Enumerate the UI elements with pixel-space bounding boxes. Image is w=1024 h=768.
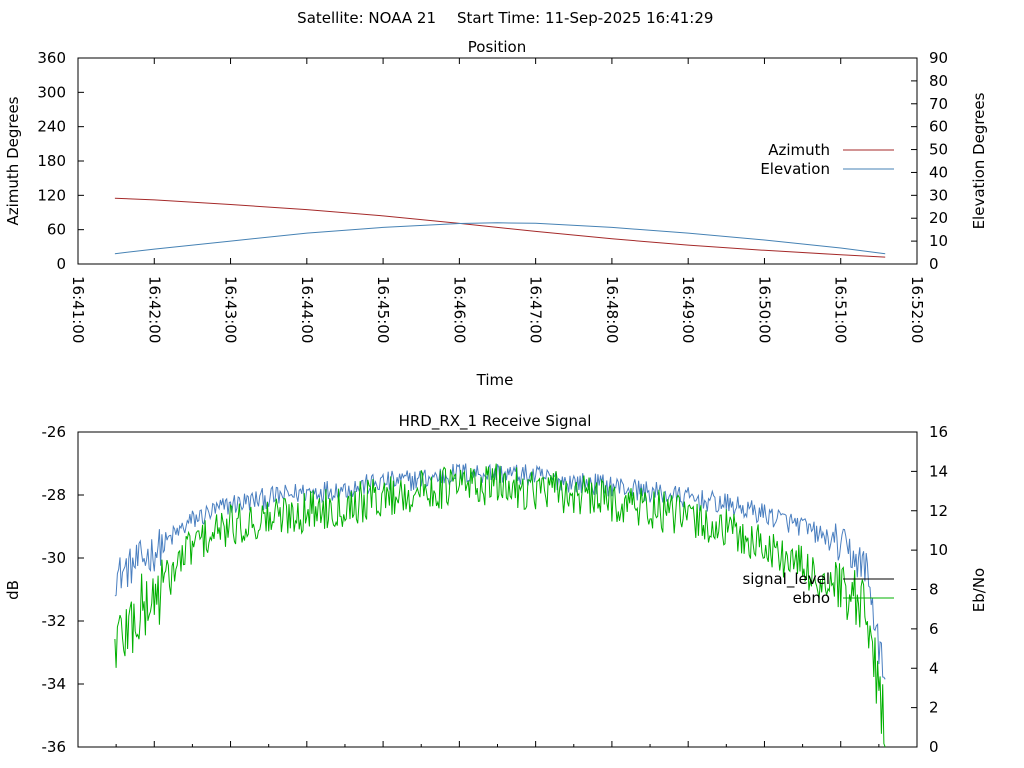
signal-chart: HRD_RX_1 Receive Signal dB Eb/No -26 -28 -… — [4, 412, 988, 756]
signal-y2-tick-label: 2 — [929, 699, 939, 717]
position-x-tick-label: 16:44:00 — [298, 276, 316, 343]
position-y2-tick-label: 70 — [929, 95, 948, 113]
signal-y2-tick-label: 10 — [929, 541, 948, 559]
position-x-tick-label: 16:46:00 — [450, 276, 468, 343]
signal-ylabel: dB — [4, 580, 22, 600]
position-y2-tick-label: 0 — [929, 255, 939, 273]
position-y2-tick-label: 90 — [929, 49, 948, 67]
signal-plot-frame — [77, 431, 918, 748]
position-x-tick-label: 16:48:00 — [603, 276, 621, 343]
position-legend-label: Azimuth — [768, 141, 830, 159]
signal-y2-tick-label: 12 — [929, 502, 948, 520]
position-y-tick-label: 360 — [37, 49, 66, 67]
position-y-tick-label: 240 — [37, 118, 66, 136]
position-series-elevation — [114, 222, 886, 255]
position-y2-tick-label: 20 — [929, 209, 948, 227]
signal-y2-tick-label: 16 — [929, 423, 948, 441]
position-y2-tick-label: 50 — [929, 141, 948, 159]
position-y-tick-label: 0 — [56, 255, 66, 273]
position-x-tick-label: 16:50:00 — [755, 276, 773, 343]
position-y-tick-label: 60 — [47, 221, 66, 239]
position-x-tick-label: 16:41:00 — [69, 276, 87, 343]
signal-y-tick-label: -30 — [42, 549, 67, 567]
signal-legend-label: ebno — [793, 589, 830, 607]
position-x-tick-label: 16:47:00 — [527, 276, 545, 343]
signal-y2-tick-label: 0 — [929, 738, 939, 756]
signal-y2-tick-label: 4 — [929, 659, 939, 677]
signal-y2-tick-label: 8 — [929, 581, 939, 599]
position-series-azimuth — [114, 197, 886, 258]
signal-y-tick-label: -36 — [42, 738, 67, 756]
signal-y-tick-label: -26 — [42, 423, 67, 441]
position-y2-tick-label: 30 — [929, 186, 948, 204]
position-y-tick-label: 180 — [37, 152, 66, 170]
position-legend-label: Elevation — [760, 160, 830, 178]
signal-y2label: Eb/No — [970, 568, 988, 612]
position-chart-title: Position — [468, 38, 526, 56]
position-x-tick-label: 16:51:00 — [832, 276, 850, 343]
position-y-tick-label: 120 — [37, 186, 66, 204]
satellite-label: Satellite: NOAA 21 — [297, 9, 436, 27]
position-x-tick-label: 16:43:00 — [222, 276, 240, 343]
signal-chart-title: HRD_RX_1 Receive Signal — [399, 412, 592, 431]
position-x-tick-label: 16:52:00 — [908, 276, 926, 343]
start-time-label: Start Time: 11-Sep-2025 16:41:29 — [457, 9, 713, 27]
position-x-tick-label: 16:49:00 — [679, 276, 697, 343]
signal-y-tick-label: -28 — [42, 486, 67, 504]
position-y2-tick-label: 10 — [929, 232, 948, 250]
position-xlabel: Time — [476, 371, 514, 389]
signal-series-ebno — [114, 463, 886, 748]
signal-y2-tick-label: 14 — [929, 462, 948, 480]
position-y-tick-label: 300 — [37, 83, 66, 101]
position-x-tick-label: 16:42:00 — [145, 276, 163, 343]
signal-y2-tick-label: 6 — [929, 620, 939, 638]
signal-legend-label: signal_level — [742, 570, 830, 589]
signal-y-tick-label: -32 — [42, 612, 67, 630]
signal-y-tick-label: -34 — [42, 675, 67, 693]
position-y2-tick-label: 40 — [929, 163, 948, 181]
position-chart: Position Time Azimuth Degrees Elevation … — [4, 38, 988, 389]
position-x-tick-label: 16:45:00 — [374, 276, 392, 343]
position-y2label: Elevation Degrees — [970, 92, 988, 229]
signal-series-signal_level — [114, 463, 886, 680]
position-y2-tick-label: 60 — [929, 118, 948, 136]
position-y2-tick-label: 80 — [929, 72, 948, 90]
position-ylabel: Azimuth Degrees — [4, 96, 22, 225]
